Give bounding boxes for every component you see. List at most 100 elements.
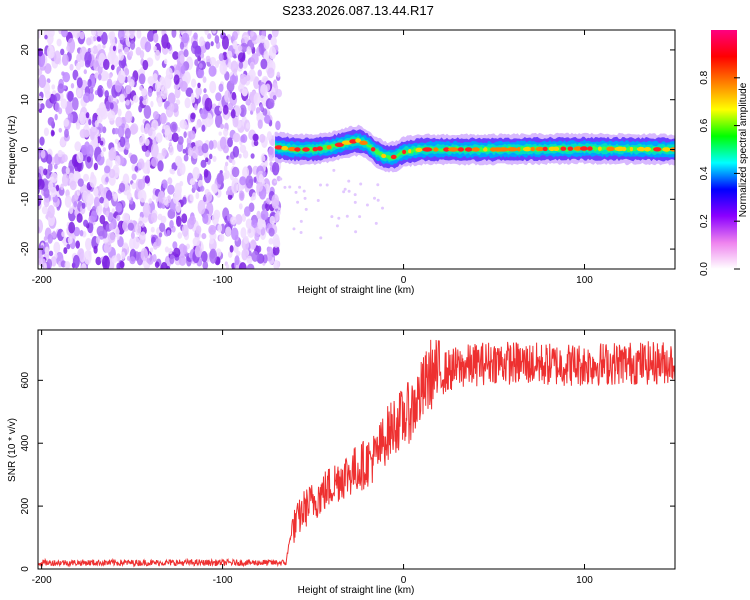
spectrogram-noise-blob [268,146,275,159]
spectrogram-ridge-peak [614,146,625,152]
spectrogram-noise-blob [260,84,268,96]
spectrogram-noise-blob [66,45,70,52]
spectrogram-noise-blob [89,86,94,94]
spectrogram-noise-blob [90,210,98,222]
spectrogram-noise-blob [73,226,81,237]
spectrogram-faint-dot [303,196,307,200]
spectrogram-faint-dot [365,203,369,207]
spectrogram-noise-blob [102,147,107,152]
spectrogram-noise-blob [144,138,150,146]
spectrogram-noise-blob [250,196,254,201]
spectrogram-noise-blob [152,30,158,35]
spectrogram-noise-blob [259,224,263,230]
spectrogram-noise-blob [108,175,116,186]
spectrogram-noise-blob [124,127,131,140]
spectrogram-noise-blob [214,34,220,44]
spectrogram-noise-blob [150,212,158,223]
spectrogram-noise-blob [154,261,160,268]
spectrogram-noise-blob [86,144,94,159]
spectrogram-noise-blob [232,40,238,50]
spectrogram-noise-blob [230,60,239,74]
spectrogram-noise-blob [93,187,99,196]
snr-panel: -200 -100 0 100 0 200 400 600 Height of straig… [7,329,676,596]
spectrogram-ridge-peak [517,147,521,152]
spectrogram-ridge-peak [294,147,301,152]
spectrogram-faint-dot [296,200,300,204]
spectrogram-noise-blob [179,162,186,175]
spectrogram-noise-blob [240,42,248,53]
spectrogram-noise-blob [176,215,182,227]
spectrogram-noise-blob [80,263,87,269]
spectrogram-ridge-peak [522,146,532,152]
spectrogram-noise-blob [104,165,111,174]
spectrogram-ridge-peak [359,140,368,146]
spectrogram-noise-blob [234,255,240,266]
spectrogram-noise-blob [97,136,101,144]
spectrogram-noise-blob [169,219,174,229]
spectrogram-noise-blob [152,194,156,201]
spectrogram-noise-blob [130,231,135,239]
spectrogram-ridge-peak [560,146,567,151]
spectrogram-faint-dot [279,177,283,181]
spectrogram-noise-blob [210,41,214,47]
spectrogram-noise-blob [99,214,106,225]
spectrogram-noise-blob [253,176,257,183]
spectrogram-noise-blob [144,175,151,184]
spectrogram-noise-blob [257,245,262,253]
spectrogram-noise-blob [167,184,175,195]
spectrogram-noise-blob [172,192,179,204]
spectrogram-noise-blob [217,223,223,233]
spectrogram-noise-blob [247,226,255,238]
spectrogram-noise-blob [183,49,189,58]
spectrogram-noise-blob [79,111,86,125]
spectrogram-noise-blob [263,114,271,124]
spectrogram-noise-blob [232,31,238,41]
spectrogram-noise-blob [249,61,255,70]
spectrogram-noise-blob [221,35,229,50]
spectrogram-noise-blob [84,59,91,68]
spectrogram-noise-blob [75,240,81,249]
spectrogram-noise-blob [243,206,251,217]
spectrogram-noise-blob [160,85,168,100]
spectrogram-faint-dot [353,193,357,197]
spectrogram-faint-dot [380,206,384,210]
spectrogram-noise-blob [46,258,52,269]
spectrogram-noise-blob [138,216,144,227]
spectrogram-noise-blob [167,92,176,105]
spectrogram-y-tick-label: -10 [20,192,31,207]
spectrogram-noise-blob [117,108,122,117]
spectrogram-noise-blob [219,136,227,150]
spectrogram-ridge-peak [498,147,509,152]
spectrogram-noise-blob [202,76,207,84]
spectrogram-noise-blob [179,53,185,64]
spectrogram-noise-blob [218,83,224,93]
spectrogram-noise-blob [209,248,218,264]
spectrogram-noise-blob [43,127,49,137]
spectrogram-ridge-peak [302,147,310,152]
spectrogram-ridge-peak [552,146,560,152]
spectrogram-noise-blob [267,246,274,257]
spectrogram-ridge-peak [415,147,423,153]
spectrogram-noise-blob [61,53,69,66]
spectrogram-noise-blob [54,102,60,113]
spectrogram-noise-blob [161,30,165,36]
spectrogram-noise-blob [57,83,65,94]
spectrogram-x-ticks: -200 -100 0 100 [32,30,593,286]
spectrogram-noise-blob [95,236,101,244]
snr-y-tick-label: 0 [20,566,31,572]
spectrogram-noise-blob [97,87,103,97]
spectrogram-y-label: Frequency (Hz) [7,116,18,185]
spectrogram-noise-blob [86,193,94,206]
spectrogram-ridge-peak [597,146,602,151]
spectrogram-noise-blob [189,178,196,186]
spectrogram-noise-blob [241,213,247,222]
spectrogram-noise-blob [211,212,220,225]
spectrogram-noise-blob [270,36,277,47]
spectrogram-ridge-peak [662,147,671,152]
spectrogram-noise-blob [132,95,139,103]
spectrogram-noise-blob [204,41,211,50]
spectrogram-noise-blob [227,250,233,258]
spectrogram-noise-blob [168,247,173,255]
spectrogram-faint-dot [294,190,298,194]
spectrogram-noise-blob [251,219,258,229]
